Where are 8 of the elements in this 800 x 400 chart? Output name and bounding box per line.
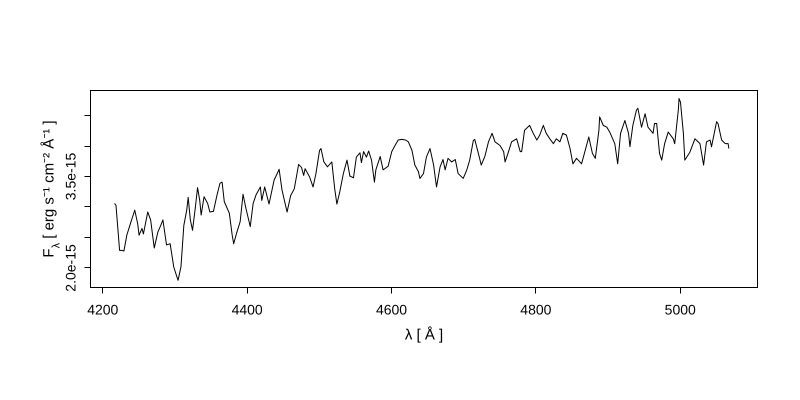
x-axis-title: λ [ Å ] xyxy=(404,326,444,344)
y-tick-label: 3.5e-15 xyxy=(62,152,78,200)
x-tick-label: 5000 xyxy=(664,302,696,318)
x-tick-label: 4800 xyxy=(520,302,552,318)
y-tick-label: 2.0e-15 xyxy=(62,244,78,292)
x-tick-label: 4600 xyxy=(376,302,408,318)
x-tick-label: 4400 xyxy=(232,302,263,318)
x-tick-label: 4200 xyxy=(87,302,119,318)
